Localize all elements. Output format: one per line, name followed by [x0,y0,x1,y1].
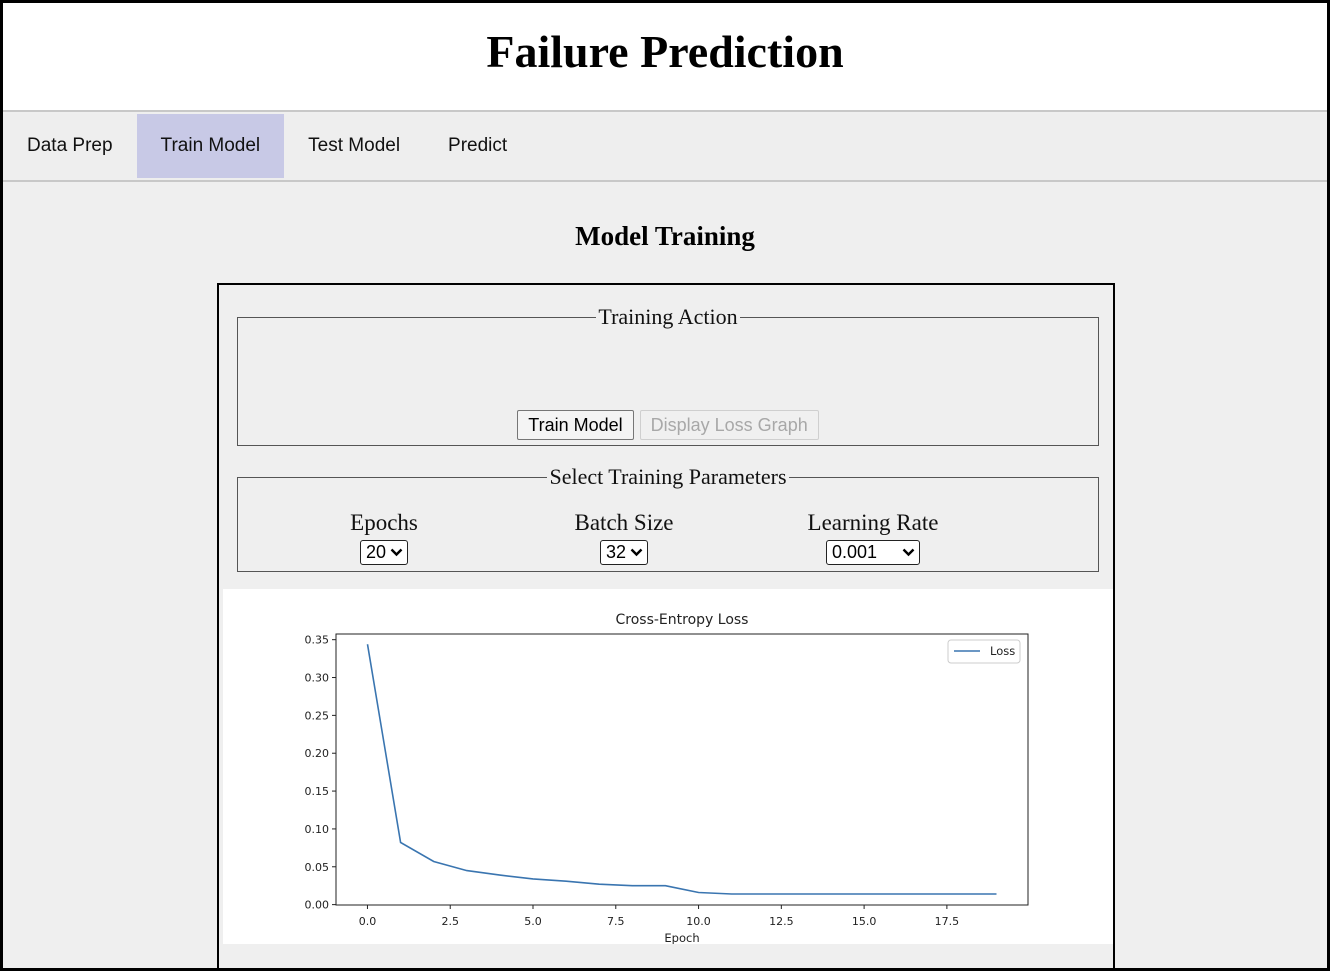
tab-label: Data Prep [27,135,113,156]
y-tick-label: 0.35 [305,634,330,647]
training-parameters-legend: Select Training Parameters [549,464,787,489]
training-panel: Training Action Train Model Display Loss… [217,283,1115,968]
series-line-loss [366,644,997,895]
epochs-param: Epochs 20 [324,510,444,565]
x-tick-label: 0.0 [359,915,377,928]
chevron-down-icon [390,548,403,557]
tab-predict[interactable]: Predict [424,114,531,178]
x-tick-label: 7.5 [607,915,625,928]
train-model-button[interactable]: Train Model [517,410,634,440]
x-axis-label: Epoch [664,931,699,944]
section-title: Model Training [575,221,755,251]
batch-size-label: Batch Size [574,510,674,535]
chart-title: Cross-Entropy Loss [616,612,749,628]
training-action-legend: Training Action [598,304,738,329]
display-loss-graph-button[interactable]: Display Loss Graph [639,410,819,440]
y-tick-label: 0.00 [305,899,330,912]
app-header: Failure Prediction [3,3,1327,112]
legend-label-loss: Loss [990,644,1015,658]
epochs-value: 20 [365,542,387,562]
tab-label: Train Model [160,135,261,156]
tab-data-prep[interactable]: Data Prep [3,114,137,178]
training-parameters-group: Select Training Parameters Epochs 20 Bat… [237,464,1099,572]
app-title: Failure Prediction [486,26,844,77]
tab-label: Test Model [308,135,401,156]
learning-rate-param: Learning Rate 0.001 [788,510,958,565]
learning-rate-value: 0.001 [832,542,878,562]
chevron-down-icon [630,548,643,557]
x-tick-label: 2.5 [441,915,459,928]
batch-size-select[interactable]: 32 [599,540,649,565]
batch-size-value: 32 [605,542,627,562]
chart-legend: Loss [947,639,1021,664]
x-tick-label: 12.5 [769,915,794,928]
x-tick-label: 15.0 [852,915,877,928]
tab-train-model[interactable]: Train Model [136,114,285,178]
action-buttons: Train Model Display Loss Graph [238,410,1098,440]
epochs-select[interactable]: 20 [359,540,409,565]
y-tick-label: 0.10 [305,823,330,836]
training-action-group: Training Action Train Model Display Loss… [237,304,1099,446]
loss-chart: Cross-Entropy Loss 0.00 0.05 0.10 0.15 0.20 0… [223,589,1113,945]
epochs-label: Epochs [350,510,418,535]
chevron-down-icon [902,548,915,557]
x-tick-label: 5.0 [524,915,542,928]
tab-bar: Data Prep Train Model Test Model Predict [3,114,1327,182]
y-tick-label: 0.30 [305,672,330,685]
x-tick-label: 10.0 [686,915,711,928]
loss-chart-svg: Cross-Entropy Loss 0.000.050.100.150.200… [305,612,1029,945]
y-tick-label: 0.25 [305,709,330,722]
tab-label: Predict [448,135,508,156]
y-axis: 0.00 0.05 0.10 0.15 0.20 0.25 0.30 0.35 [305,634,336,912]
learning-rate-label: Learning Rate [807,510,939,535]
tab-test-model[interactable]: Test Model [284,114,424,178]
plot-frame [335,633,1029,906]
learning-rate-select[interactable]: 0.001 [826,540,920,565]
x-tick-label: 17.5 [935,915,960,928]
y-tick-label: 0.05 [305,861,330,874]
y-tick-label: 0.20 [305,747,330,760]
y-tick-label: 0.15 [305,785,330,798]
x-axis: 0.0 2.5 5.0 7.5 10.0 12.5 15.0 17.5 [359,905,959,928]
batch-size-param: Batch Size 32 [554,510,694,565]
